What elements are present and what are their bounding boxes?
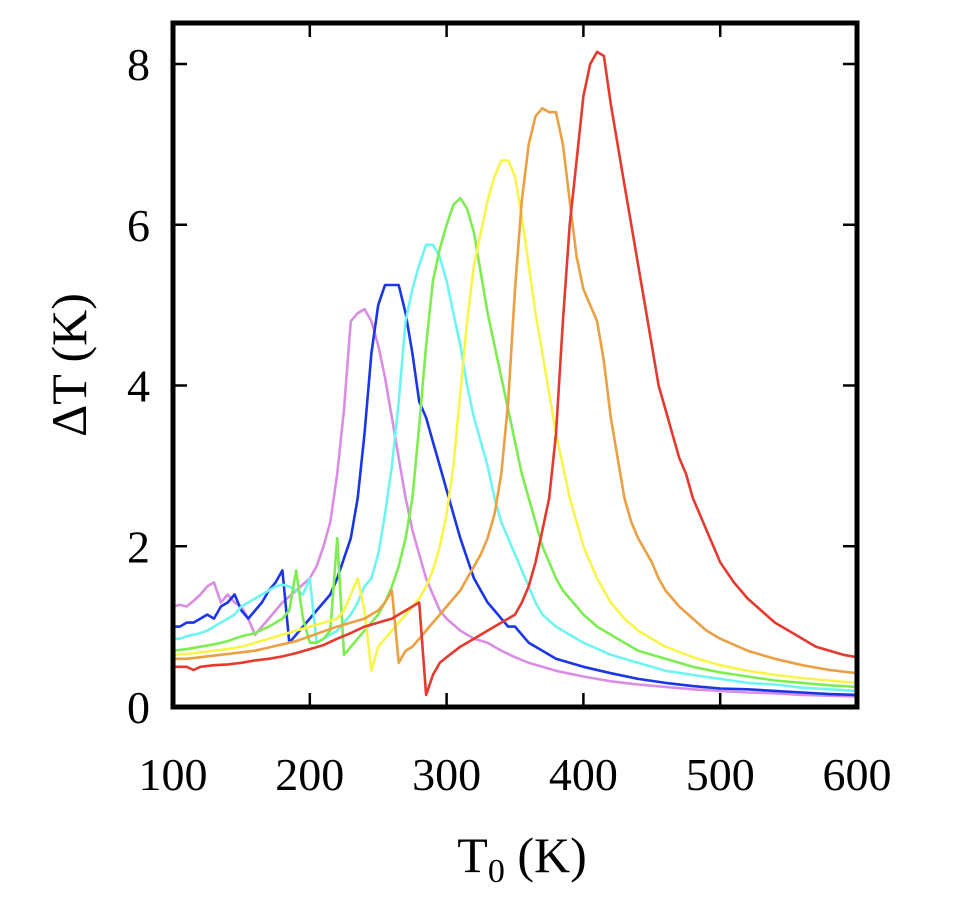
- x-tick-label: 400: [549, 749, 618, 800]
- x-axis-title: T0 (K): [457, 827, 586, 890]
- y-tick-label: 8: [127, 39, 150, 90]
- series-line-1: [171, 307, 859, 698]
- x-tick-label: 600: [823, 749, 892, 800]
- y-tick-label: 0: [127, 682, 150, 733]
- series-line-2: [171, 283, 859, 697]
- x-axis-title-unit: (K): [505, 827, 587, 883]
- x-axis-title-subscript: 0: [488, 853, 505, 890]
- x-axis-title-main: T: [457, 827, 488, 883]
- y-tick-label: 4: [127, 361, 150, 412]
- x-tick-label: 300: [412, 749, 481, 800]
- y-tick-label: 2: [127, 521, 150, 572]
- x-tick-label: 500: [686, 749, 755, 800]
- series-layer: [171, 50, 859, 698]
- x-tick-label: 100: [139, 749, 208, 800]
- tick-layer: 100 200 300 400 500 600 0 2 4 6 8: [127, 23, 892, 800]
- series-line-6: [171, 106, 859, 675]
- y-axis-title: ΔT (K): [41, 293, 97, 437]
- series-line-7: [171, 50, 859, 697]
- y-tick-label: 6: [127, 200, 150, 251]
- plot-frame: [170, 20, 860, 710]
- series-line-3: [171, 243, 859, 693]
- x-tick-label: 200: [275, 749, 344, 800]
- series-line-5: [171, 159, 859, 685]
- series-line-4: [171, 196, 859, 689]
